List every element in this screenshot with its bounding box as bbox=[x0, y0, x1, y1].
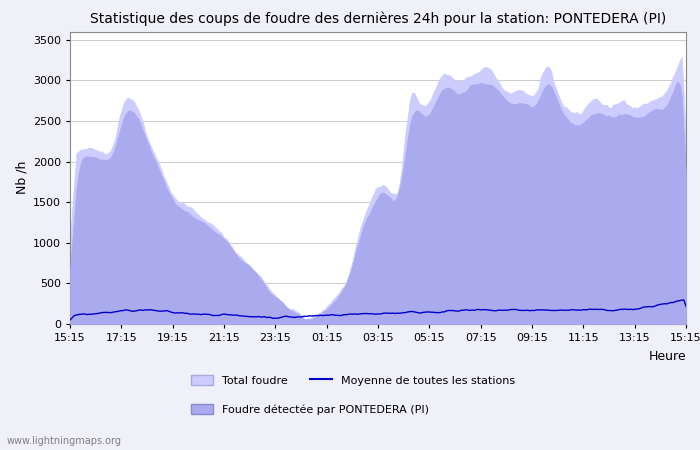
Moyenne de toutes les stations bbox=[271, 315, 279, 321]
Legend: Foudre détectée par PONTEDERA (PI): Foudre détectée par PONTEDERA (PI) bbox=[186, 400, 433, 419]
Text: www.lightningmaps.org: www.lightningmaps.org bbox=[7, 436, 122, 446]
Moyenne de toutes les stations bbox=[365, 311, 374, 316]
Title: Statistique des coups de foudre des dernières 24h pour la station: PONTEDERA (PI: Statistique des coups de foudre des dern… bbox=[90, 12, 666, 26]
Y-axis label: Nb /h: Nb /h bbox=[15, 161, 29, 194]
Moyenne de toutes les stations bbox=[72, 312, 80, 318]
Moyenne de toutes les stations bbox=[682, 303, 690, 309]
Text: Heure: Heure bbox=[648, 350, 686, 363]
Moyenne de toutes les stations bbox=[552, 308, 560, 313]
Moyenne de toutes les stations bbox=[680, 297, 688, 303]
Line: Moyenne de toutes les stations: Moyenne de toutes les stations bbox=[70, 300, 686, 320]
Moyenne de toutes les stations bbox=[94, 311, 102, 316]
Moyenne de toutes les stations bbox=[66, 317, 74, 323]
Moyenne de toutes les stations bbox=[158, 308, 166, 314]
